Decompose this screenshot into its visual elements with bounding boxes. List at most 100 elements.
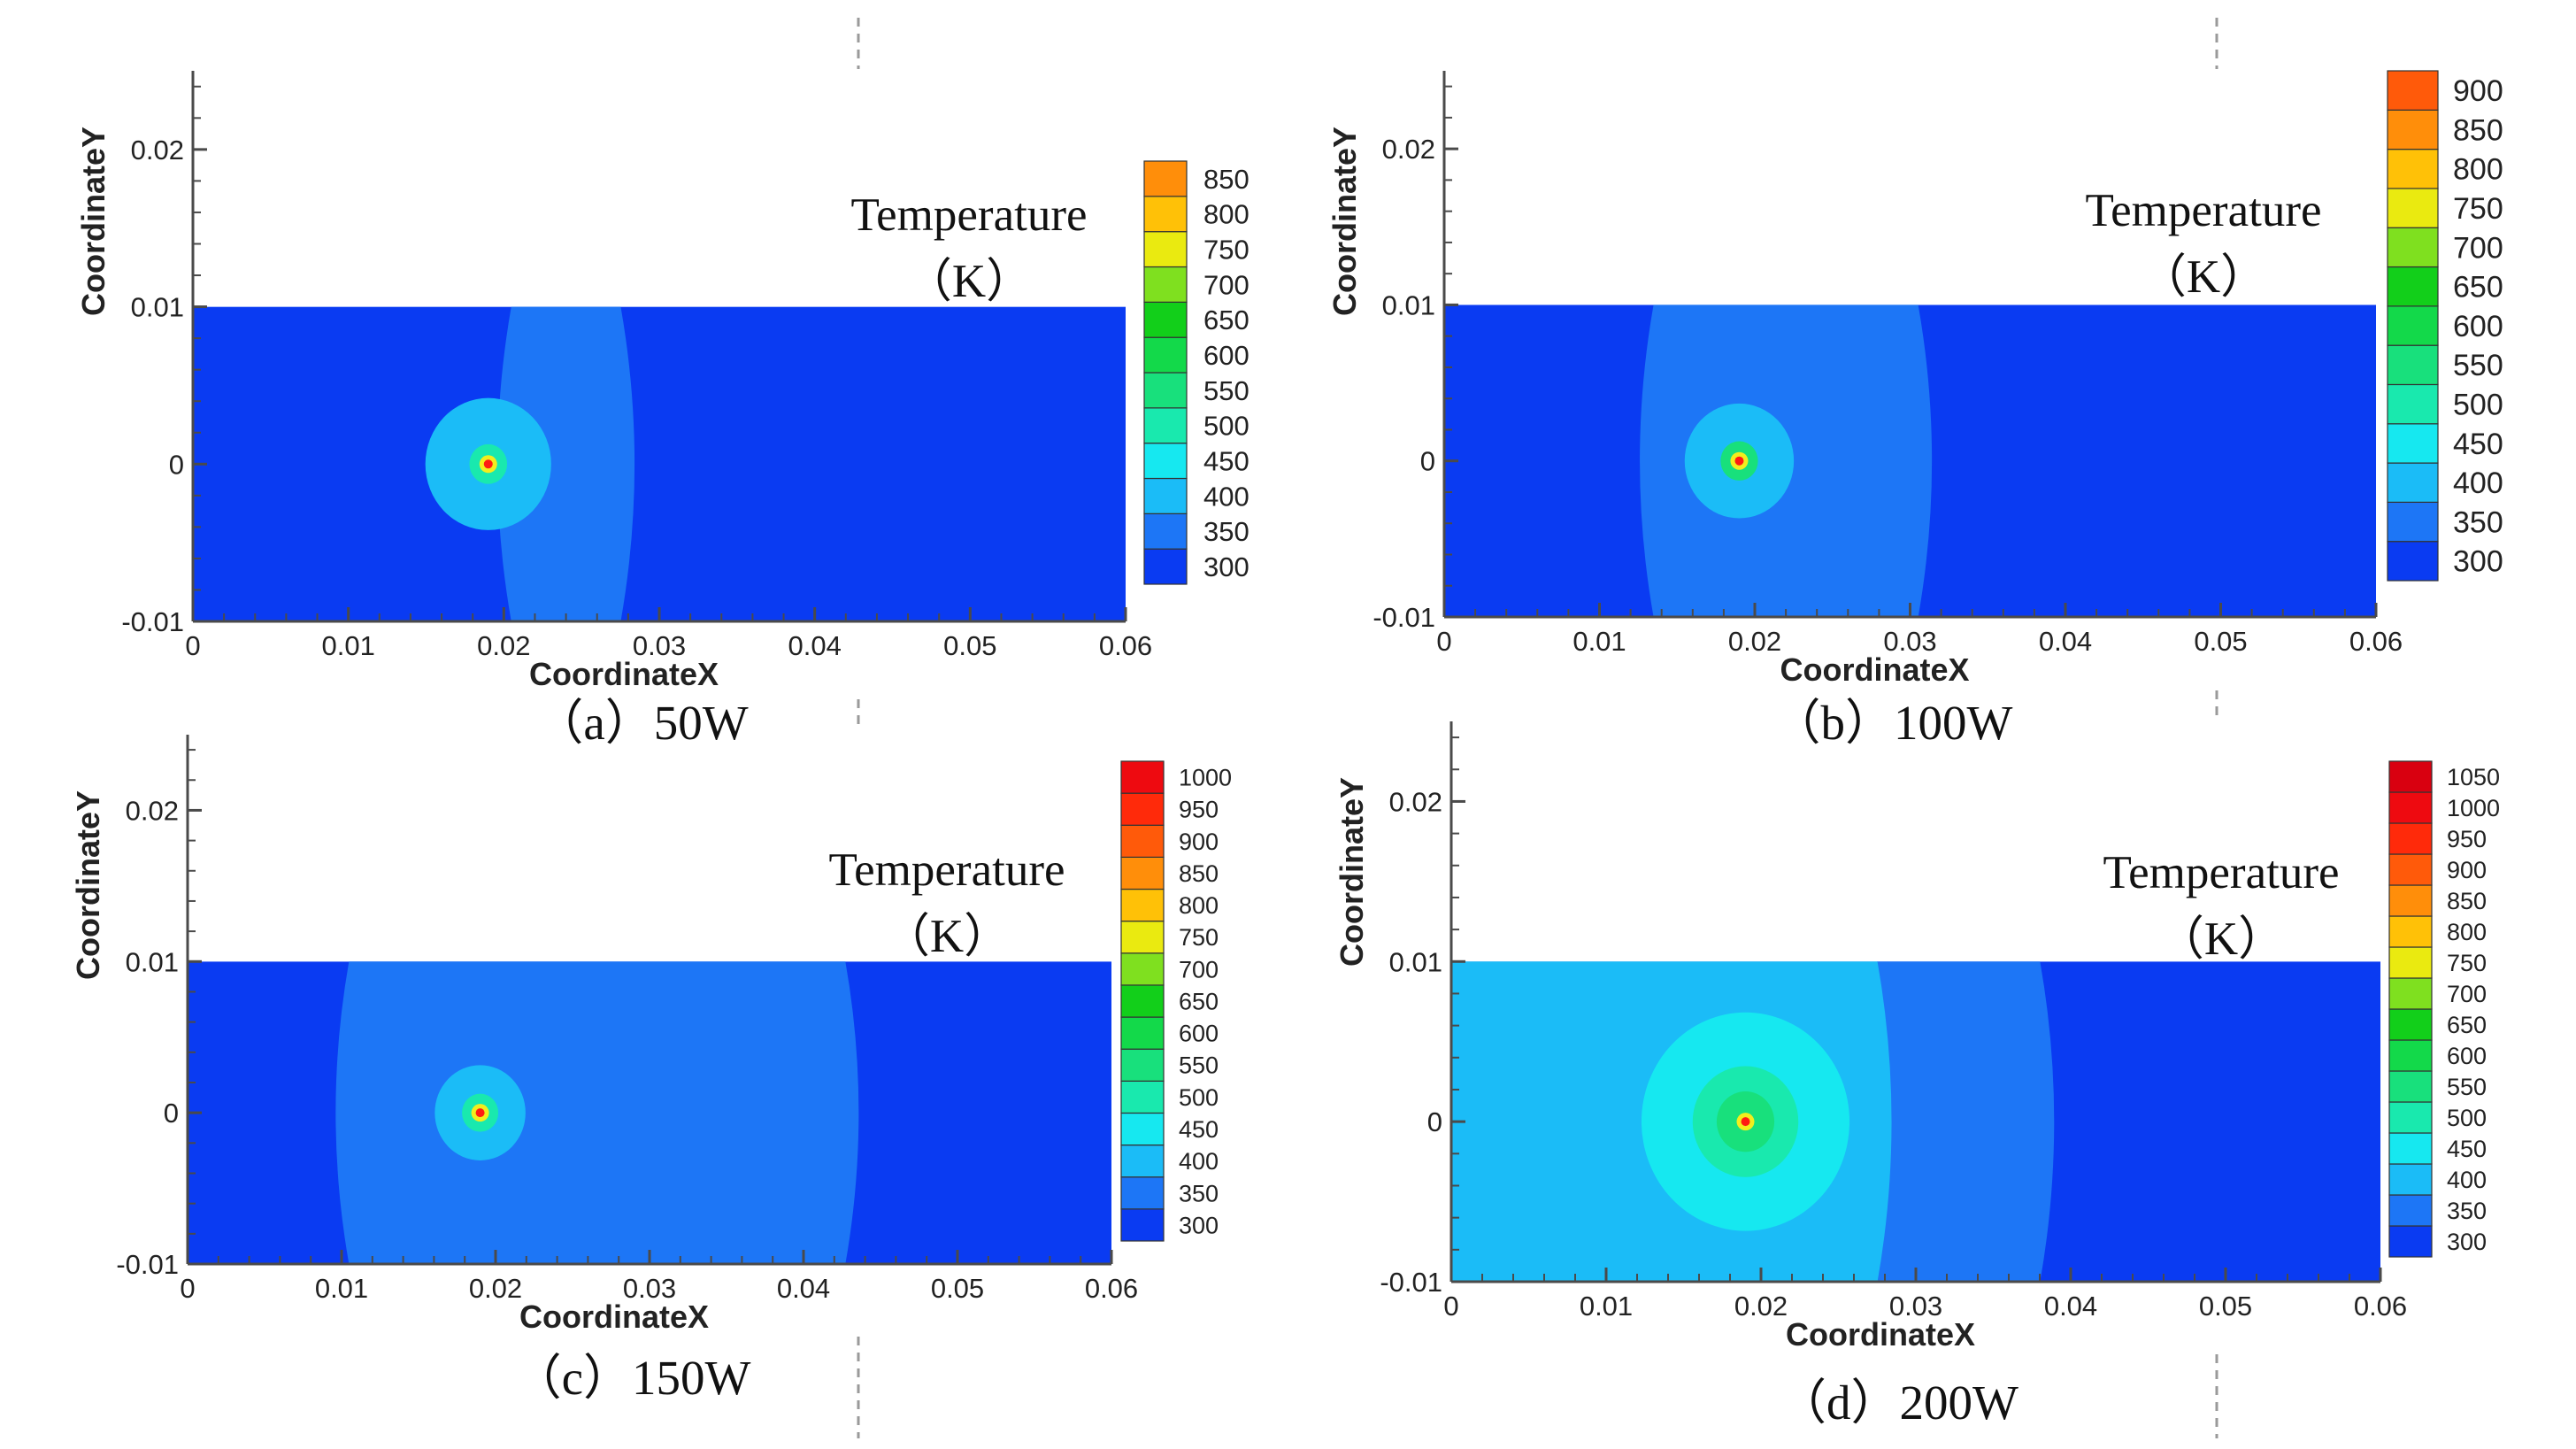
legend-swatch xyxy=(1120,1016,1165,1050)
y-tick-label: 0 xyxy=(164,1098,179,1129)
legend-swatch xyxy=(1120,1176,1165,1210)
legend-swatch xyxy=(1143,407,1188,444)
legend-level-label: 650 xyxy=(2447,1012,2487,1038)
legend-level-label: 550 xyxy=(1203,375,1250,406)
legend-level-label: 600 xyxy=(2453,310,2503,343)
legend-swatch xyxy=(2387,383,2439,425)
legend-level-label: 550 xyxy=(2453,349,2503,382)
legend-swatch xyxy=(2388,1101,2433,1134)
legend-unit: （K） xyxy=(883,911,1011,962)
legend-level-label: 950 xyxy=(1179,797,1219,823)
y-tick-label: 0 xyxy=(1427,1106,1442,1137)
x-tick-label: 0.02 xyxy=(1728,626,1781,657)
legend-swatch xyxy=(2387,188,2439,228)
x-tick-label: 0.01 xyxy=(315,1273,368,1304)
x-tick-label: 0 xyxy=(1436,626,1451,657)
y-tick-label: 0.01 xyxy=(131,292,184,323)
legend-swatch xyxy=(2388,791,2433,824)
legend-level-label: 400 xyxy=(2447,1167,2487,1193)
legend-swatch xyxy=(2387,266,2439,307)
legend-swatch xyxy=(1120,1144,1165,1178)
legend-level-label: 800 xyxy=(2447,919,2487,945)
legend-unit: （K） xyxy=(905,256,1033,307)
legend-level-label: 650 xyxy=(1203,304,1250,335)
x-tick-label: 0.06 xyxy=(2354,1291,2407,1322)
legend-level-label: 700 xyxy=(1203,269,1250,300)
panel-a-50w: 0 0.01 0.02 0.03 0.04 0.05 0.06-0.0100.010.02C… xyxy=(75,71,1250,750)
temperature-field xyxy=(188,961,1111,1265)
legend-level-label: 300 xyxy=(1179,1212,1219,1238)
legend-swatch xyxy=(1143,548,1188,585)
legend-swatch xyxy=(1143,513,1188,550)
y-tick-label: 0.02 xyxy=(1389,786,1442,817)
heat-source-core xyxy=(475,1108,485,1118)
legend-swatch xyxy=(1120,856,1165,890)
x-tick-label: 0.03 xyxy=(1889,1291,1942,1322)
y-tick-label: 0.02 xyxy=(131,135,184,166)
y-tick-label: 0.02 xyxy=(1382,134,1435,165)
legend-level-label: 350 xyxy=(1203,516,1250,547)
legend-level-label: 650 xyxy=(1179,988,1219,1014)
legend-level-label: 850 xyxy=(2447,888,2487,914)
legend-level-label: 450 xyxy=(2447,1136,2487,1162)
legend-level-label: 800 xyxy=(2453,153,2503,187)
legend-swatch xyxy=(1120,952,1165,986)
legend-title: Temperature xyxy=(2085,185,2321,236)
y-tick-label: 0.01 xyxy=(126,946,179,977)
panel-caption: （b）100W xyxy=(1772,696,2013,750)
legend-swatch xyxy=(2387,541,2439,582)
x-tick-label: 0.06 xyxy=(1099,630,1152,661)
legend-swatch xyxy=(1143,477,1188,514)
legend-swatch xyxy=(2387,462,2439,503)
legend-level-label: 900 xyxy=(1179,829,1219,855)
x-tick-label: 0.05 xyxy=(2194,626,2247,657)
legend-level-label: 600 xyxy=(1179,1021,1219,1047)
x-tick-label: 0.01 xyxy=(1580,1291,1633,1322)
x-tick-label: 0.01 xyxy=(321,630,374,661)
legend-swatch xyxy=(2387,109,2439,150)
legend-swatch xyxy=(1143,372,1188,409)
x-tick-label: 0.02 xyxy=(1734,1291,1788,1322)
legend-swatch xyxy=(2388,760,2433,793)
legend-swatch xyxy=(1120,1048,1165,1082)
panel-caption: （c）150W xyxy=(513,1351,751,1405)
legend-swatch xyxy=(2387,501,2439,543)
legend-swatch xyxy=(1120,984,1165,1018)
y-tick-label: -0.01 xyxy=(1373,602,1435,633)
legend-swatch xyxy=(2388,1194,2433,1227)
contour-band-350k xyxy=(335,961,859,1265)
legend-title: Temperature xyxy=(828,844,1065,896)
legend-level-label: 450 xyxy=(2453,428,2503,461)
legend-level-label: 950 xyxy=(2447,826,2487,852)
legend-swatch xyxy=(1143,160,1188,197)
panel-caption: （a）50W xyxy=(534,696,748,750)
legend-level-label: 800 xyxy=(1179,892,1219,919)
y-tick-label: -0.01 xyxy=(1380,1267,1442,1298)
x-tick-label: 0.06 xyxy=(1085,1273,1138,1304)
base-fill-300k xyxy=(193,306,1126,621)
legend-swatch xyxy=(1120,1112,1165,1146)
y-tick-label: -0.01 xyxy=(116,1249,179,1280)
y-tick-label: -0.01 xyxy=(121,606,184,637)
legend-swatch xyxy=(1120,1208,1165,1242)
legend-level-label: 750 xyxy=(1179,924,1219,951)
panel-b-100w: 0 0.01 0.02 0.03 0.04 0.05 0.06-0.0100.010.02C… xyxy=(1326,70,2503,750)
legend-swatch xyxy=(2388,853,2433,886)
y-tick-label: 0.01 xyxy=(1389,946,1442,977)
y-axis-title: CoordinateY xyxy=(1334,777,1370,967)
legend-level-label: 500 xyxy=(1203,411,1250,442)
legend-level-label: 300 xyxy=(2447,1229,2487,1255)
y-tick-label: 0.01 xyxy=(1382,289,1435,320)
legend-swatch xyxy=(2388,884,2433,917)
legend-level-label: 550 xyxy=(2447,1074,2487,1100)
legend-level-label: 1000 xyxy=(1179,765,1232,791)
x-tick-label: 0.05 xyxy=(931,1273,984,1304)
legend-swatch xyxy=(1120,824,1165,858)
legend-swatch xyxy=(2388,1039,2433,1072)
legend-level-label: 450 xyxy=(1203,445,1250,476)
temperature-field xyxy=(193,306,1126,621)
x-tick-label: 0.04 xyxy=(2039,626,2092,657)
x-axis-title: CoordinateX xyxy=(1780,651,1969,688)
panel-c-150w: 0 0.01 0.02 0.03 0.04 0.05 0.06-0.0100.010.02C… xyxy=(70,735,1232,1405)
x-tick-label: 0.02 xyxy=(477,630,530,661)
